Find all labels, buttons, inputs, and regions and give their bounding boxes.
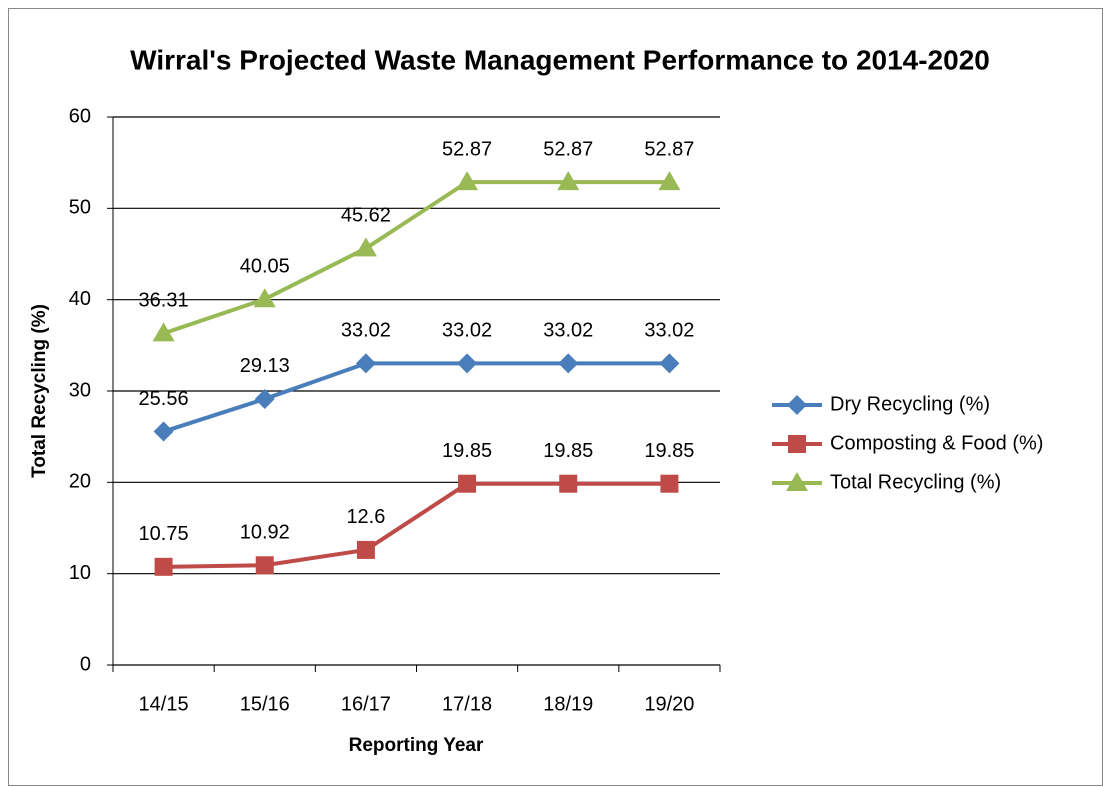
data-label: 40.05 bbox=[240, 255, 290, 277]
x-tick-label: 16/17 bbox=[341, 693, 391, 715]
marker bbox=[559, 474, 578, 493]
chart-frame bbox=[8, 8, 1103, 786]
marker bbox=[660, 474, 679, 493]
marker bbox=[356, 540, 375, 559]
data-label: 19.85 bbox=[543, 440, 593, 462]
data-label: 52.87 bbox=[442, 138, 492, 160]
marker bbox=[558, 353, 579, 374]
x-axis-label: Reporting Year bbox=[349, 735, 484, 756]
data-label: 10.75 bbox=[139, 523, 189, 545]
series-line bbox=[162, 180, 670, 336]
marker bbox=[255, 556, 274, 575]
legend-label: Total Recycling (%) bbox=[830, 471, 1001, 493]
series-line bbox=[162, 361, 670, 434]
y-tick-label: 50 bbox=[69, 197, 91, 219]
x-tick-label: 17/18 bbox=[442, 693, 492, 715]
data-label: 19.85 bbox=[442, 440, 492, 462]
marker bbox=[154, 557, 173, 576]
y-tick-label: 40 bbox=[69, 288, 91, 310]
legend-label: Composting & Food (%) bbox=[830, 432, 1043, 454]
y-tick-label: 30 bbox=[69, 379, 91, 401]
x-tick-label: 14/15 bbox=[139, 693, 189, 715]
data-label: 19.85 bbox=[644, 440, 694, 462]
data-label: 33.02 bbox=[644, 320, 694, 342]
data-label: 52.87 bbox=[644, 138, 694, 160]
marker bbox=[355, 353, 376, 374]
data-label: 33.02 bbox=[543, 320, 593, 342]
y-tick-label: 0 bbox=[80, 653, 91, 675]
data-label: 33.02 bbox=[341, 320, 391, 342]
x-tick-label: 15/16 bbox=[240, 693, 290, 715]
marker bbox=[458, 474, 477, 493]
data-label: 12.6 bbox=[346, 506, 385, 528]
data-label: 45.62 bbox=[341, 205, 391, 227]
series-line bbox=[163, 481, 670, 569]
marker bbox=[354, 237, 377, 257]
data-label: 25.56 bbox=[139, 388, 189, 410]
data-label: 52.87 bbox=[543, 138, 593, 160]
data-label: 36.31 bbox=[139, 290, 189, 312]
legend-label: Dry Recycling (%) bbox=[830, 393, 990, 415]
marker bbox=[457, 353, 478, 374]
marker bbox=[557, 171, 580, 191]
legend-marker bbox=[786, 472, 808, 491]
y-tick-label: 20 bbox=[69, 471, 91, 493]
data-label: 33.02 bbox=[442, 320, 492, 342]
marker bbox=[659, 353, 680, 374]
x-tick-label: 19/20 bbox=[644, 693, 694, 715]
marker bbox=[253, 288, 276, 308]
marker bbox=[456, 171, 479, 191]
x-tick-label: 18/19 bbox=[543, 693, 593, 715]
y-tick-label: 10 bbox=[69, 562, 91, 584]
legend-marker bbox=[787, 395, 807, 415]
chart-title: Wirral's Projected Waste Management Perf… bbox=[130, 44, 990, 75]
y-axis-label: Total Recycling (%) bbox=[29, 304, 50, 478]
legend-marker bbox=[788, 435, 806, 453]
marker bbox=[658, 171, 681, 191]
data-label: 29.13 bbox=[240, 355, 290, 377]
marker bbox=[254, 388, 275, 409]
y-tick-label: 60 bbox=[69, 105, 91, 127]
marker bbox=[153, 421, 174, 442]
data-label: 10.92 bbox=[240, 522, 290, 544]
marker bbox=[152, 322, 175, 342]
